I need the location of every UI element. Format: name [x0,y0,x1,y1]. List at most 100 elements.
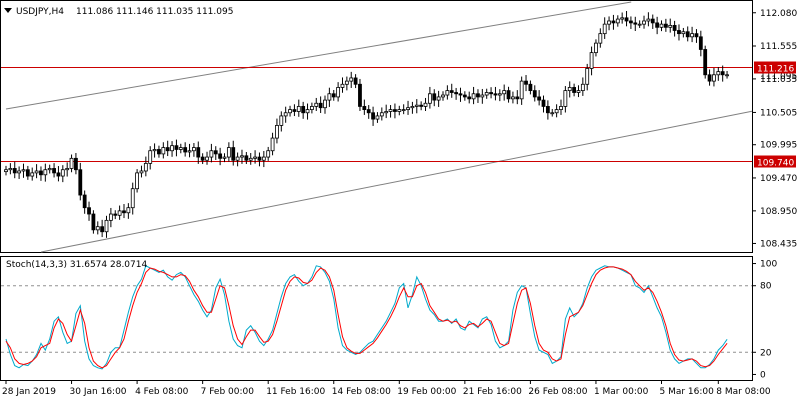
price-tick-label: 111.555 [760,42,797,52]
candle-body [704,49,707,74]
stoch-tick-label: 80 [760,282,772,292]
candle-body [236,157,239,160]
candle-body [341,84,344,87]
price-axis: 112.080111.555111.035110.505109.995109.4… [752,9,797,250]
candle-body [39,171,42,175]
candle-body [166,148,169,151]
candle-body [289,110,292,113]
candle-body [144,163,147,171]
candle-body [122,211,125,213]
candle-body [581,84,584,90]
candle-body [621,18,624,19]
candle-body [245,156,248,160]
candle-body [210,151,213,157]
candle-body [490,93,493,94]
candle-body [437,97,440,100]
price-tick-label: 108.435 [760,239,797,249]
candle-body [149,151,152,164]
time-tick-label: 8 Mar 08:00 [716,387,771,397]
candle-body [555,110,558,113]
candle-body [105,220,108,231]
candle-body [616,19,619,23]
candle-body [127,208,130,213]
stoch-axis: 10080200 [752,260,777,381]
candle [136,169,139,192]
candle-body [249,158,252,160]
candle-body [136,173,139,189]
candle-body [603,24,606,33]
candle-body [240,156,243,157]
candle-body [262,157,265,160]
candle-body [280,116,283,125]
candle-body [717,72,720,75]
time-tick-label: 11 Feb 16:00 [266,387,325,397]
candle-body [726,75,729,76]
candle-body [712,75,715,81]
candle-body [686,32,689,37]
candle-body [18,171,21,173]
candle-body [455,93,458,94]
candle-body [171,146,174,151]
candle-body [328,94,331,100]
candle-body [227,148,230,157]
candle-body [372,113,375,119]
candle-body [363,106,366,109]
candle [704,46,707,79]
time-tick-label: 14 Feb 08:00 [332,387,391,397]
candle-body [542,100,545,106]
candle-body [586,68,589,84]
candle-body [398,110,401,112]
candle-body [315,103,318,106]
candle-body [647,19,650,21]
price-tick-label: 109.470 [760,174,797,184]
candle-body [564,91,567,107]
candle-body [324,100,327,108]
candle-body [114,214,117,215]
candle-body [428,94,431,103]
candle-body [83,195,86,208]
candle-body [433,94,436,100]
candle-body [319,103,322,107]
time-tick-label: 5 Mar 16:00 [660,387,715,397]
candle-body [345,81,348,84]
time-tick-label: 1 Mar 00:00 [594,387,649,397]
candle-body [48,168,51,169]
symbol-label: USDJPY,H4 [16,7,64,17]
candle-body [66,168,69,169]
candle-body [507,91,510,99]
horizontal-line-label: 111.216 [757,65,794,75]
candle-body [57,173,60,176]
stoch-tick-label: 20 [760,348,772,358]
candle-body [450,91,453,93]
candle-body [664,24,667,27]
candle-body [533,91,536,97]
candle-body [267,151,270,157]
candle-body [577,91,580,93]
candle-body [118,211,121,215]
candle-body [691,34,694,37]
candle-body [415,105,418,106]
candle-body [223,157,226,158]
candle-body [376,116,379,119]
candle-body [254,157,257,158]
candle-body [411,106,414,107]
candle-body [179,148,182,150]
candle-body [5,170,8,172]
candle-body [310,106,313,109]
symbol-header: USDJPY,H4 111.086 111.146 111.035 111.09… [4,7,233,17]
candle-body [538,97,541,100]
candle-body [446,91,449,95]
stoch-tick-label: 0 [760,370,766,380]
time-tick-label: 4 Feb 08:00 [135,387,189,397]
candle-body [44,170,47,175]
time-tick-label: 28 Jan 2019 [2,387,56,397]
price-tick-label: 110.505 [760,108,797,118]
candle-body [529,84,532,90]
candle-body [79,170,82,195]
candle-body [184,148,187,152]
candle-body [520,81,523,99]
candle-body [481,95,484,97]
time-tick-label: 7 Feb 00:00 [201,387,255,397]
candle-body [293,110,296,112]
